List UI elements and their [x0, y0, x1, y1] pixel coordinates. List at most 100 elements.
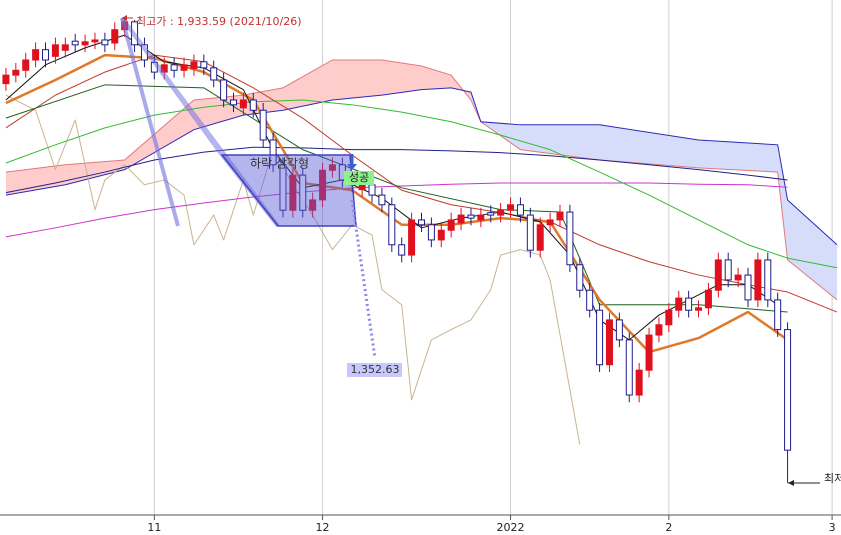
candle-body	[12, 69, 20, 76]
peak-arrowhead	[122, 15, 127, 21]
x-tick-label: 12	[316, 521, 330, 534]
candle-body	[51, 44, 59, 57]
candle-body	[774, 299, 782, 331]
candle-body	[249, 99, 257, 111]
candle-body	[180, 64, 188, 71]
candle-body	[378, 194, 386, 206]
indicator-line	[5, 54, 838, 313]
candle-body	[586, 289, 594, 311]
cloud-segment	[282, 59, 333, 111]
signal-box	[344, 171, 374, 185]
candle-body	[279, 164, 287, 211]
candle-body	[536, 224, 544, 251]
candle-body	[625, 339, 633, 396]
target-label: 1,352.63	[351, 363, 400, 376]
candle-body	[111, 29, 119, 44]
indicator-lines	[5, 34, 838, 445]
x-tick-label: 11	[147, 521, 161, 534]
signal-arrowhead	[347, 164, 357, 170]
target-box	[347, 363, 402, 377]
candle-body	[319, 169, 327, 201]
peak-label: 최고가 : 1,933.59 (2021/10/26)	[136, 15, 302, 28]
candle-body	[516, 204, 524, 216]
candle-body	[635, 369, 643, 396]
candle-body	[200, 61, 208, 69]
candle-body	[91, 39, 99, 43]
signal-label: 성공	[349, 171, 369, 184]
candle-body	[42, 49, 50, 61]
candle-body	[734, 274, 742, 281]
x-tick-label: 2	[665, 521, 672, 534]
indicator-line	[5, 146, 788, 194]
candle-body	[190, 61, 198, 69]
cloud-segment	[124, 99, 194, 170]
x-tick-label: 2022	[497, 521, 525, 534]
candle-body	[596, 309, 604, 366]
candle-body	[309, 199, 317, 211]
candle-body	[398, 244, 406, 256]
candle-body	[299, 174, 307, 211]
candle-body	[388, 204, 396, 246]
candle-body	[417, 219, 425, 226]
cloud-segment	[5, 164, 66, 196]
candle-body	[427, 224, 435, 241]
candle-body	[259, 109, 267, 141]
cloud-span-a	[5, 59, 838, 301]
annotations: 하락 삼각형 성공 1,352.63 최고가 : 1,933.59 (2021/…	[120, 15, 841, 486]
cloud-segment	[381, 59, 422, 96]
x-axis: 11 12 2022 2 3	[0, 514, 841, 534]
indicator-line	[5, 99, 838, 269]
cloud-segment	[421, 66, 452, 90]
cloud-segment	[520, 124, 600, 160]
candle-body	[576, 264, 584, 291]
candle-body	[784, 329, 792, 451]
candle-body	[368, 184, 376, 196]
candle-body	[754, 259, 762, 301]
candle-body	[497, 209, 505, 216]
candle-body	[358, 184, 366, 191]
candle-body	[477, 214, 485, 221]
low-label: 최저가	[824, 472, 841, 485]
grid	[153, 0, 833, 515]
indicator-line	[5, 53, 789, 354]
candle-body	[467, 214, 475, 219]
candle-body	[2, 74, 10, 85]
candle-body	[665, 309, 673, 326]
candle-body	[269, 139, 277, 166]
candle-body	[457, 214, 465, 224]
candle-body	[724, 259, 732, 281]
pattern-label: 하락 삼각형	[250, 157, 309, 171]
indicator-line	[5, 84, 788, 313]
candle-body	[328, 164, 336, 171]
candle-body	[526, 214, 534, 251]
ichimoku-cloud	[5, 59, 838, 301]
candle-body	[487, 212, 495, 216]
cloud-segment	[698, 139, 778, 173]
low-arrowhead	[788, 480, 794, 486]
candle-body	[566, 211, 574, 266]
candle-body	[645, 334, 653, 371]
candle-body	[230, 99, 238, 106]
candle-body	[764, 259, 772, 301]
candle-body	[210, 67, 218, 81]
x-tick-label: 3	[829, 521, 836, 534]
candle-body	[71, 40, 79, 46]
cloud-segment	[65, 159, 125, 185]
candle-body	[685, 297, 693, 311]
candle-body	[61, 44, 69, 51]
candle-body	[507, 204, 515, 211]
cloud-segment	[332, 59, 382, 100]
candle-body	[101, 39, 109, 46]
cloud-segment	[787, 199, 838, 300]
candle-body	[220, 79, 228, 101]
candle-body	[615, 319, 623, 341]
cloud-segment	[599, 124, 699, 168]
candle-body	[546, 219, 554, 226]
candle-body	[408, 219, 416, 256]
candle-body	[22, 59, 30, 71]
candle-body	[675, 297, 683, 311]
trend-line	[120, 17, 180, 227]
indicator-line	[5, 182, 788, 238]
